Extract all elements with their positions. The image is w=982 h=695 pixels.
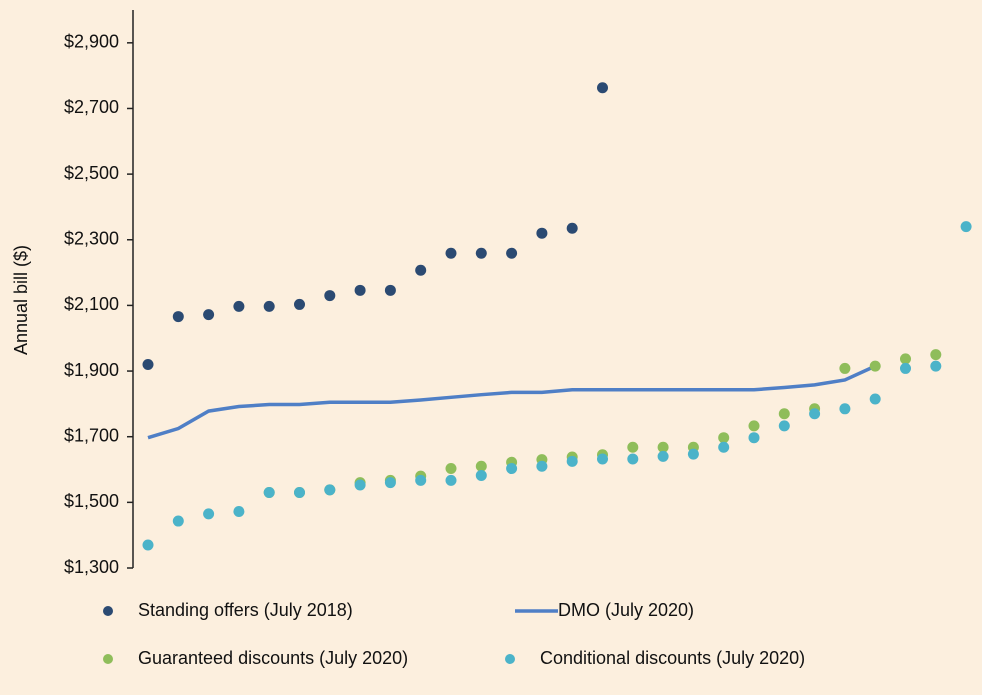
- dot: [597, 82, 608, 94]
- dot: [748, 432, 760, 444]
- dot: [263, 487, 275, 499]
- dot: [475, 460, 487, 472]
- y-axis-label: Annual bill ($): [11, 245, 31, 355]
- y-tick-label: $2,500: [64, 163, 119, 183]
- dot: [142, 539, 154, 551]
- legend-swatch: [103, 606, 113, 616]
- dot: [475, 469, 487, 481]
- dot: [233, 506, 245, 518]
- dot: [930, 360, 942, 372]
- dot: [475, 247, 487, 259]
- dot: [445, 474, 457, 486]
- dot: [869, 393, 881, 405]
- dot: [869, 360, 881, 372]
- y-tick-label: $2,100: [64, 294, 119, 314]
- dot: [809, 408, 821, 420]
- y-tick-label: $1,700: [64, 425, 119, 445]
- dot: [172, 311, 184, 323]
- dot: [657, 441, 669, 453]
- dot: [233, 300, 245, 312]
- dot: [172, 515, 184, 527]
- dot: [294, 298, 305, 310]
- dot: [718, 432, 730, 444]
- dot: [203, 309, 215, 321]
- dot: [839, 403, 851, 415]
- dot: [536, 227, 548, 239]
- legend-swatch: [103, 654, 113, 664]
- legend-label: Conditional discounts (July 2020): [540, 648, 805, 668]
- dot: [566, 222, 578, 234]
- dmo-line: [147, 364, 876, 440]
- dot: [718, 441, 730, 453]
- dot: [203, 508, 215, 520]
- dot: [566, 455, 578, 467]
- dot: [354, 284, 366, 296]
- dot: [627, 441, 639, 453]
- dot: [839, 362, 851, 374]
- dot: [354, 479, 366, 491]
- dot: [263, 300, 275, 312]
- dot: [900, 353, 911, 365]
- dot: [597, 453, 608, 465]
- dot: [294, 487, 305, 499]
- y-tick-label: $1,500: [64, 491, 119, 511]
- dot: [445, 463, 457, 475]
- dot: [506, 463, 518, 475]
- dot: [778, 420, 790, 432]
- dot: [415, 264, 427, 276]
- y-tick-label: $1,300: [64, 557, 119, 577]
- dot: [415, 474, 427, 486]
- y-tick-label: $1,900: [64, 360, 119, 380]
- dot: [142, 358, 154, 370]
- dot: [748, 420, 760, 432]
- dot: [384, 477, 396, 489]
- dot: [627, 453, 639, 465]
- legend-label: Standing offers (July 2018): [138, 600, 353, 620]
- dot: [687, 448, 699, 460]
- dot: [445, 247, 457, 259]
- dot: [536, 460, 548, 472]
- y-tick-label: $2,900: [64, 32, 119, 52]
- legend-label: DMO (July 2020): [558, 600, 694, 620]
- dot: [930, 349, 942, 361]
- y-tick-label: $2,300: [64, 229, 119, 249]
- legend-label: Guaranteed discounts (July 2020): [138, 648, 408, 668]
- dot: [960, 221, 972, 233]
- dot: [900, 362, 911, 374]
- dot: [384, 284, 396, 296]
- legend-swatch: [505, 654, 515, 664]
- dot: [324, 290, 336, 302]
- dot: [778, 408, 790, 420]
- dot: [657, 450, 669, 462]
- dot: [324, 484, 336, 496]
- dot: [506, 247, 518, 259]
- y-tick-label: $2,700: [64, 97, 119, 117]
